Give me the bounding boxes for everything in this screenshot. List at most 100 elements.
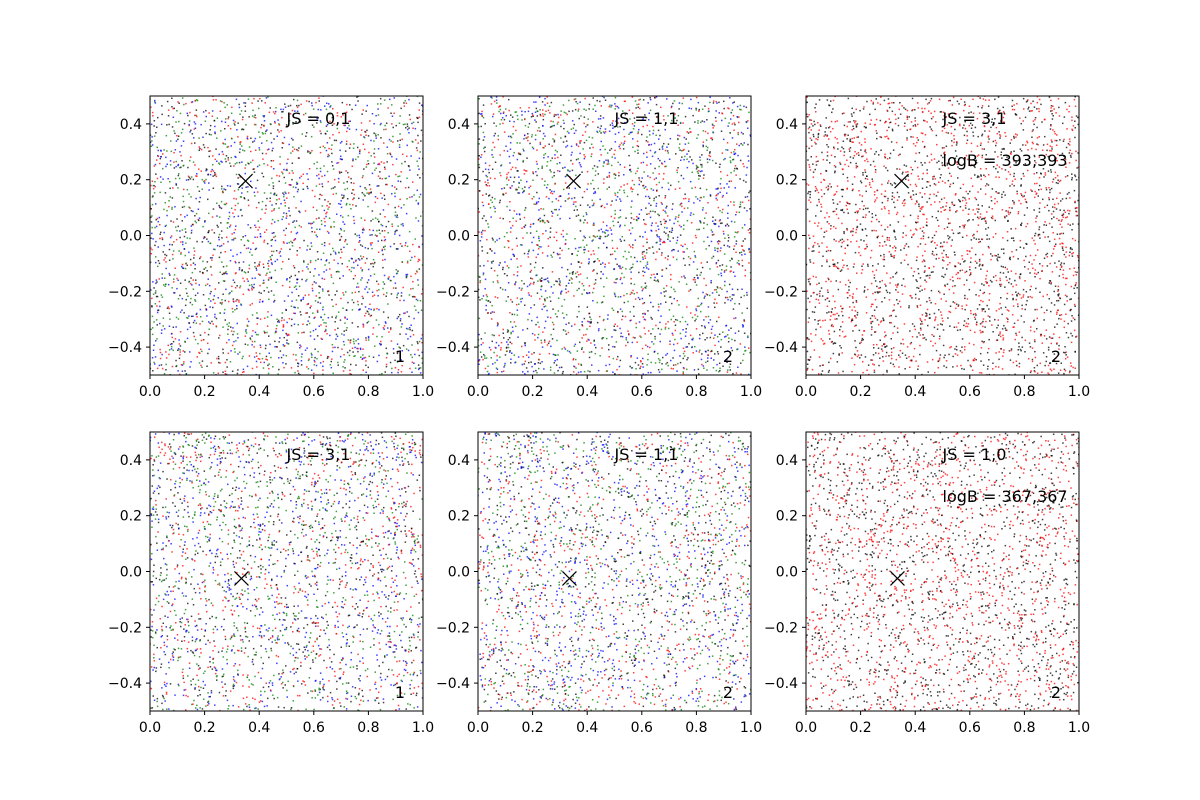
scatter-point	[263, 115, 266, 117]
scatter-point	[201, 271, 204, 274]
scatter-point	[250, 161, 252, 164]
scatter-point	[544, 305, 547, 307]
scatter-point	[499, 262, 501, 264]
scatter-point	[216, 224, 218, 227]
scatter-point	[707, 354, 709, 356]
scatter-point	[165, 267, 167, 270]
scatter-point	[284, 106, 287, 108]
scatter-point	[624, 250, 626, 253]
scatter-point	[553, 372, 556, 374]
scatter-point	[622, 148, 625, 150]
scatter-point	[495, 341, 498, 344]
scatter-point	[201, 320, 204, 323]
scatter-point	[559, 195, 562, 197]
scatter-point	[239, 141, 241, 144]
scatter-point	[358, 241, 360, 243]
scatter-point	[495, 347, 497, 349]
scatter-point	[308, 222, 310, 225]
scatter-point	[235, 98, 238, 101]
scatter-point	[605, 364, 607, 367]
scatter-point	[509, 162, 511, 164]
scatter-point	[364, 306, 367, 308]
scatter-point	[747, 160, 750, 162]
scatter-point	[557, 113, 559, 116]
scatter-point	[348, 128, 351, 130]
scatter-point	[274, 120, 276, 123]
scatter-point	[498, 201, 501, 204]
scatter-point	[284, 234, 287, 236]
scatter-point	[702, 291, 704, 294]
scatter-point	[224, 121, 227, 123]
scatter-point	[646, 249, 648, 251]
scatter-point	[360, 356, 362, 358]
scatter-point	[337, 161, 340, 164]
scatter-point	[237, 215, 240, 217]
scatter-point	[282, 172, 284, 175]
scatter-point	[500, 349, 502, 351]
scatter-point	[748, 248, 750, 251]
scatter-point	[261, 142, 263, 144]
scatter-point	[553, 115, 555, 118]
scatter-point	[619, 225, 621, 228]
scatter-point	[699, 220, 701, 222]
scatter-point	[676, 342, 679, 345]
scatter-point	[218, 204, 220, 207]
scatter-point	[156, 324, 158, 326]
scatter-point	[639, 298, 641, 301]
scatter-point	[411, 344, 413, 346]
scatter-point	[270, 132, 272, 135]
scatter-point	[518, 176, 520, 178]
scatter-point	[318, 177, 320, 180]
scatter-point	[504, 354, 507, 356]
scatter-point	[165, 134, 168, 137]
scatter-point	[537, 168, 540, 170]
scatter-point	[227, 116, 230, 118]
scatter-point	[226, 222, 229, 224]
scatter-point	[313, 338, 316, 340]
scatter-point	[243, 197, 246, 200]
scatter-point	[526, 327, 529, 330]
scatter-point	[744, 275, 746, 277]
scatter-point	[274, 122, 276, 124]
scatter-point	[514, 283, 516, 285]
scatter-point	[509, 176, 512, 178]
scatter-point	[288, 258, 290, 260]
scatter-point	[314, 356, 316, 359]
scatter-point	[199, 147, 201, 150]
scatter-point	[323, 322, 325, 324]
scatter-point	[526, 285, 529, 288]
scatter-point	[179, 331, 182, 333]
scatter-point	[375, 114, 377, 117]
scatter-point	[270, 141, 273, 144]
scatter-point	[156, 159, 158, 161]
scatter-point	[526, 232, 528, 234]
scatter-point	[493, 205, 495, 208]
scatter-point	[200, 316, 202, 318]
scatter-point	[641, 133, 643, 136]
scatter-point	[217, 355, 220, 358]
scatter-point	[378, 289, 380, 291]
scatter-point	[263, 124, 265, 127]
scatter-point	[492, 156, 494, 158]
scatter-point	[567, 169, 569, 171]
scatter-point	[744, 253, 746, 255]
scatter-point	[383, 239, 386, 242]
scatter-point	[631, 200, 633, 202]
scatter-point	[739, 205, 742, 208]
scatter-point	[326, 130, 328, 132]
scatter-point	[281, 171, 283, 173]
scatter-point	[323, 217, 326, 220]
scatter-point	[398, 175, 401, 177]
scatter-point	[169, 318, 171, 320]
scatter-point	[484, 332, 486, 334]
scatter-point	[189, 258, 192, 261]
scatter-point	[545, 196, 548, 198]
scatter-point	[212, 306, 214, 309]
scatter-point	[631, 341, 634, 344]
scatter-point	[638, 321, 641, 323]
scatter-point	[347, 301, 349, 304]
scatter-point	[256, 366, 258, 368]
scatter-point	[699, 274, 701, 276]
scatter-point	[629, 169, 631, 171]
scatter-point	[382, 246, 385, 248]
